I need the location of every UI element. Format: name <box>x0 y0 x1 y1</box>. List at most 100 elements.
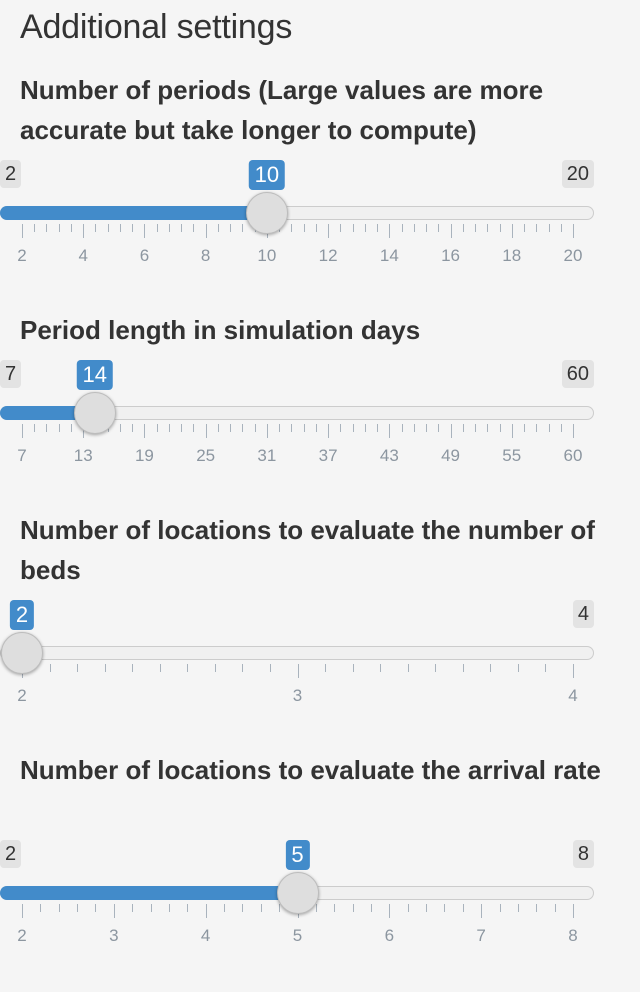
minor-tick <box>426 424 428 432</box>
minor-tick <box>462 424 464 432</box>
minor-tick <box>340 424 342 432</box>
arrival-locations-handle[interactable] <box>276 872 319 914</box>
minor-tick <box>119 424 121 432</box>
major-tick <box>450 424 452 438</box>
minor-tick <box>377 424 379 432</box>
periods-handle[interactable] <box>245 192 288 234</box>
major-tick <box>113 904 115 918</box>
minor-tick <box>426 904 428 912</box>
minor-tick <box>524 224 526 232</box>
minor-tick <box>181 424 183 432</box>
minor-tick <box>187 904 189 912</box>
period-length-label: Period length in simulation days <box>20 315 421 345</box>
minor-tick <box>407 664 409 672</box>
minor-tick <box>95 904 97 912</box>
arrival-locations-fill <box>0 886 298 900</box>
minor-tick <box>187 664 189 672</box>
periods-value-badge: 10 <box>248 160 286 190</box>
minor-tick <box>325 664 327 672</box>
tick-label: 4 <box>568 686 578 705</box>
period-length-handle[interactable] <box>73 392 116 434</box>
arrival-locations-slider[interactable]: 2 8 5 2 3 4 5 6 7 8 <box>0 840 594 945</box>
minor-tick <box>524 424 526 432</box>
beds-locations-max-label: 4 <box>572 600 594 628</box>
minor-tick <box>242 424 244 432</box>
minor-tick <box>279 424 281 432</box>
minor-tick <box>34 424 36 432</box>
minor-tick <box>40 904 42 912</box>
beds-locations-track[interactable] <box>0 646 594 660</box>
beds-locations-handle[interactable] <box>1 632 43 674</box>
minor-tick <box>168 424 170 432</box>
minor-tick <box>499 904 501 912</box>
major-tick <box>328 424 330 438</box>
tick-label: 55 <box>502 446 522 465</box>
minor-tick <box>536 224 538 232</box>
periods-label: Number of periods (Large values are more… <box>20 75 544 145</box>
minor-tick <box>487 424 489 432</box>
minor-tick <box>548 224 550 232</box>
minor-tick <box>242 224 244 232</box>
minor-tick <box>401 424 403 432</box>
tick-label: 7 <box>17 446 27 465</box>
minor-tick <box>242 664 244 672</box>
minor-tick <box>444 904 446 912</box>
minor-tick <box>119 224 121 232</box>
minor-tick <box>58 424 60 432</box>
period-length-ticks: 7 13 19 25 31 37 43 49 55 60 <box>0 424 594 465</box>
minor-tick <box>224 904 226 912</box>
minor-tick <box>499 424 501 432</box>
minor-tick <box>156 224 158 232</box>
periods-slider[interactable]: 2 20 10 2 4 6 8 10 12 14 16 18 20 <box>0 160 594 265</box>
minor-tick <box>58 904 60 912</box>
major-tick <box>573 664 574 678</box>
major-tick <box>144 424 146 438</box>
tick-label: 3 <box>109 926 119 945</box>
minor-tick <box>104 664 106 672</box>
minor-tick <box>475 424 477 432</box>
minor-tick <box>291 224 293 232</box>
minor-tick <box>230 424 232 432</box>
major-tick <box>83 224 85 238</box>
period-length-slider[interactable]: 7 60 14 7 13 19 25 31 37 43 49 55 60 <box>0 360 594 465</box>
tick-label: 37 <box>318 446 338 465</box>
tick-label: 5 <box>292 926 303 945</box>
tick-label: 14 <box>379 246 399 265</box>
minor-tick <box>132 904 134 912</box>
major-tick <box>573 224 574 238</box>
minor-tick <box>315 904 317 912</box>
beds-locations-slider[interactable]: 2 4 2 2 3 4 <box>0 600 594 705</box>
major-tick <box>297 664 299 678</box>
major-tick <box>481 904 483 918</box>
minor-tick <box>303 224 305 232</box>
minor-tick <box>352 904 354 912</box>
major-tick <box>205 424 207 438</box>
beds-locations-value-badge: 2 <box>9 600 35 630</box>
tick-label: 3 <box>292 686 303 705</box>
major-tick <box>22 424 23 438</box>
major-tick <box>266 424 268 438</box>
minor-tick <box>70 424 72 432</box>
minor-tick <box>370 904 372 912</box>
minor-tick <box>132 224 134 232</box>
tick-label: 25 <box>196 446 216 465</box>
minor-tick <box>58 224 60 232</box>
minor-tick <box>462 904 464 912</box>
minor-tick <box>193 224 195 232</box>
major-tick <box>22 224 23 238</box>
minor-tick <box>490 664 492 672</box>
minor-tick <box>77 904 79 912</box>
minor-tick <box>214 664 216 672</box>
period-length-max-label: 60 <box>561 360 594 388</box>
minor-tick <box>560 224 562 232</box>
minor-tick <box>334 904 336 912</box>
minor-tick <box>181 224 183 232</box>
tick-label: 2 <box>17 686 27 705</box>
minor-tick <box>517 904 519 912</box>
minor-tick <box>132 424 134 432</box>
minor-tick <box>242 904 244 912</box>
minor-tick <box>438 424 440 432</box>
major-tick <box>22 904 23 918</box>
arrival-locations-setting: Number of locations to evaluate the arri… <box>20 750 614 790</box>
minor-tick <box>517 664 519 672</box>
